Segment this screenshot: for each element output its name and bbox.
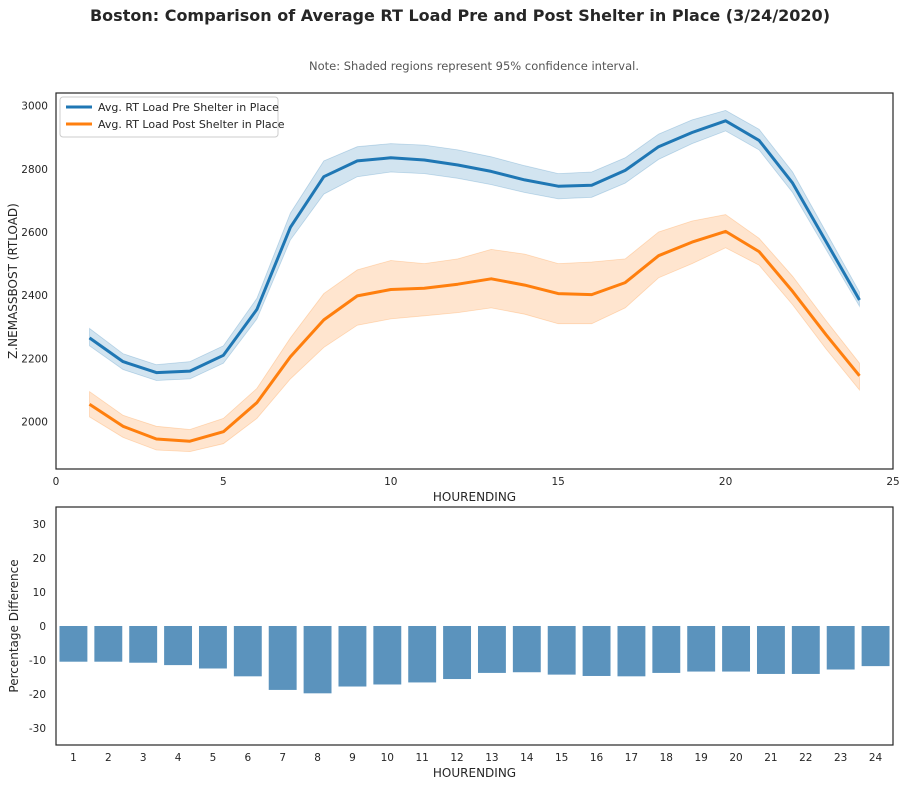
bar-x-tick-label: 13: [485, 752, 498, 764]
bar: [547, 626, 576, 675]
confidence-bands: [89, 109, 860, 453]
bar-chart: 1 2 3 4 5 6 7 8 9 10 11 12 13 14 15 16 17 18 19 20 21 22 23 24 …: [7, 506, 894, 780]
series-lines: [88, 119, 861, 443]
bar: [233, 626, 262, 677]
confidence-band-2: [89, 214, 860, 453]
x-tick-label: 0: [53, 476, 60, 488]
line-chart: 0 5 10 15 20 25 2000 2200 2400 2600 2800 3000 HOUR…: [6, 92, 900, 504]
bar-x-tick-label: 3: [140, 752, 147, 764]
confidence-band-1: [89, 109, 860, 381]
bar: [59, 626, 88, 662]
y-tick-label: 3000: [21, 101, 48, 113]
bar-x-tick-label: 18: [660, 752, 673, 764]
bar: [652, 626, 681, 673]
bar: [512, 626, 541, 673]
bar-x-tick-label: 6: [244, 752, 251, 764]
x-tick-label: 15: [552, 476, 565, 488]
bar-x-tick-label: 10: [381, 752, 394, 764]
y-tick-label: 2600: [21, 227, 48, 239]
legend-label-post: Avg. RT Load Post Shelter in Place: [98, 118, 285, 131]
bar-x-tick-label: 12: [450, 752, 463, 764]
line-chart-frame: [55, 92, 894, 470]
x-tick-labels: 0 5 10 15 20 25: [53, 476, 900, 488]
bar-x-tick-label: 24: [869, 752, 883, 764]
bar-x-tick-label: 5: [210, 752, 217, 764]
bar-y-tick-label: 0: [39, 621, 46, 633]
bar-x-tick-label: 9: [349, 752, 356, 764]
bar-x-tick-label: 2: [105, 752, 112, 764]
bar-y-axis-label: Percentage Difference: [7, 559, 21, 692]
figure-title: Boston: Comparison of Average RT Load Pr…: [90, 6, 830, 25]
line-x-axis-label: HOURENDING: [433, 490, 516, 504]
x-tick-label: 20: [719, 476, 732, 488]
y-tick-label: 2200: [21, 353, 48, 365]
bar-x-tick-label: 14: [520, 752, 534, 764]
bar: [303, 626, 332, 694]
bar-x-tick-label: 23: [834, 752, 847, 764]
legend-box: [59, 96, 279, 138]
bar-x-tick-label: 16: [590, 752, 604, 764]
bar: [94, 626, 123, 662]
bar-y-tick-label: 10: [33, 587, 46, 599]
bars: [59, 626, 890, 694]
bar: [861, 626, 890, 667]
bar-y-tick-label: -20: [29, 689, 46, 701]
bar: [791, 626, 820, 674]
series-line-1: [88, 119, 861, 375]
bar-y-tick-label: 20: [33, 553, 46, 565]
legend-label-pre: Avg. RT Load Pre Shelter in Place: [98, 101, 279, 114]
bar-x-tick-label: 1: [70, 752, 77, 764]
bar: [164, 626, 193, 666]
bar-x-tick-label: 19: [695, 752, 708, 764]
bar-y-tick-label: 30: [33, 519, 46, 531]
bar-y-tick-label: -10: [29, 655, 46, 667]
bar-x-axis-label: HOURENDING: [433, 766, 516, 780]
confidence-note: Note: Shaded regions represent 95% confi…: [309, 59, 639, 73]
bar: [477, 626, 506, 673]
y-tick-labels: 2000 2200 2400 2600 2800 3000: [21, 101, 48, 429]
bar-y-tick-labels: -30 -20 -10 0 10 20 30: [29, 519, 46, 735]
bar-x-tick-label: 15: [555, 752, 568, 764]
bar-x-tick-label: 7: [279, 752, 286, 764]
bar-x-tick-label: 22: [799, 752, 812, 764]
bar-x-tick-labels: 1 2 3 4 5 6 7 8 9 10 11 12 13 14 15 16 17 18 19 20 21 22 23 24: [70, 752, 882, 764]
line-y-axis-label: Z.NEMASSBOST (RTLOAD): [6, 203, 20, 359]
bar-x-tick-label: 8: [314, 752, 321, 764]
bar: [826, 626, 855, 670]
y-tick-label: 2400: [21, 290, 48, 302]
bar-y-tick-label: -30: [29, 723, 46, 735]
y-tick-label: 2000: [21, 417, 48, 429]
bar-x-tick-label: 17: [625, 752, 638, 764]
bar: [443, 626, 472, 680]
y-tick-label: 2800: [21, 164, 48, 176]
x-tick-label: 25: [886, 476, 899, 488]
x-tick-label: 10: [384, 476, 397, 488]
bar: [129, 626, 158, 663]
bar: [338, 626, 367, 687]
x-tick-label: 5: [220, 476, 227, 488]
bar: [756, 626, 785, 674]
bar: [373, 626, 402, 685]
bar: [408, 626, 437, 683]
bar: [687, 626, 716, 672]
bar-x-tick-label: 21: [764, 752, 777, 764]
bar-x-tick-label: 11: [416, 752, 429, 764]
bar-x-tick-label: 4: [175, 752, 182, 764]
bar: [722, 626, 751, 672]
bar: [268, 626, 297, 690]
bar: [198, 626, 227, 669]
series-line-2: [88, 229, 861, 443]
bar-chart-frame: [55, 506, 894, 746]
bar: [582, 626, 611, 676]
legend: Avg. RT Load Pre Shelter in Place Avg. R…: [59, 96, 285, 138]
bar-x-tick-label: 20: [729, 752, 742, 764]
bar: [617, 626, 646, 677]
